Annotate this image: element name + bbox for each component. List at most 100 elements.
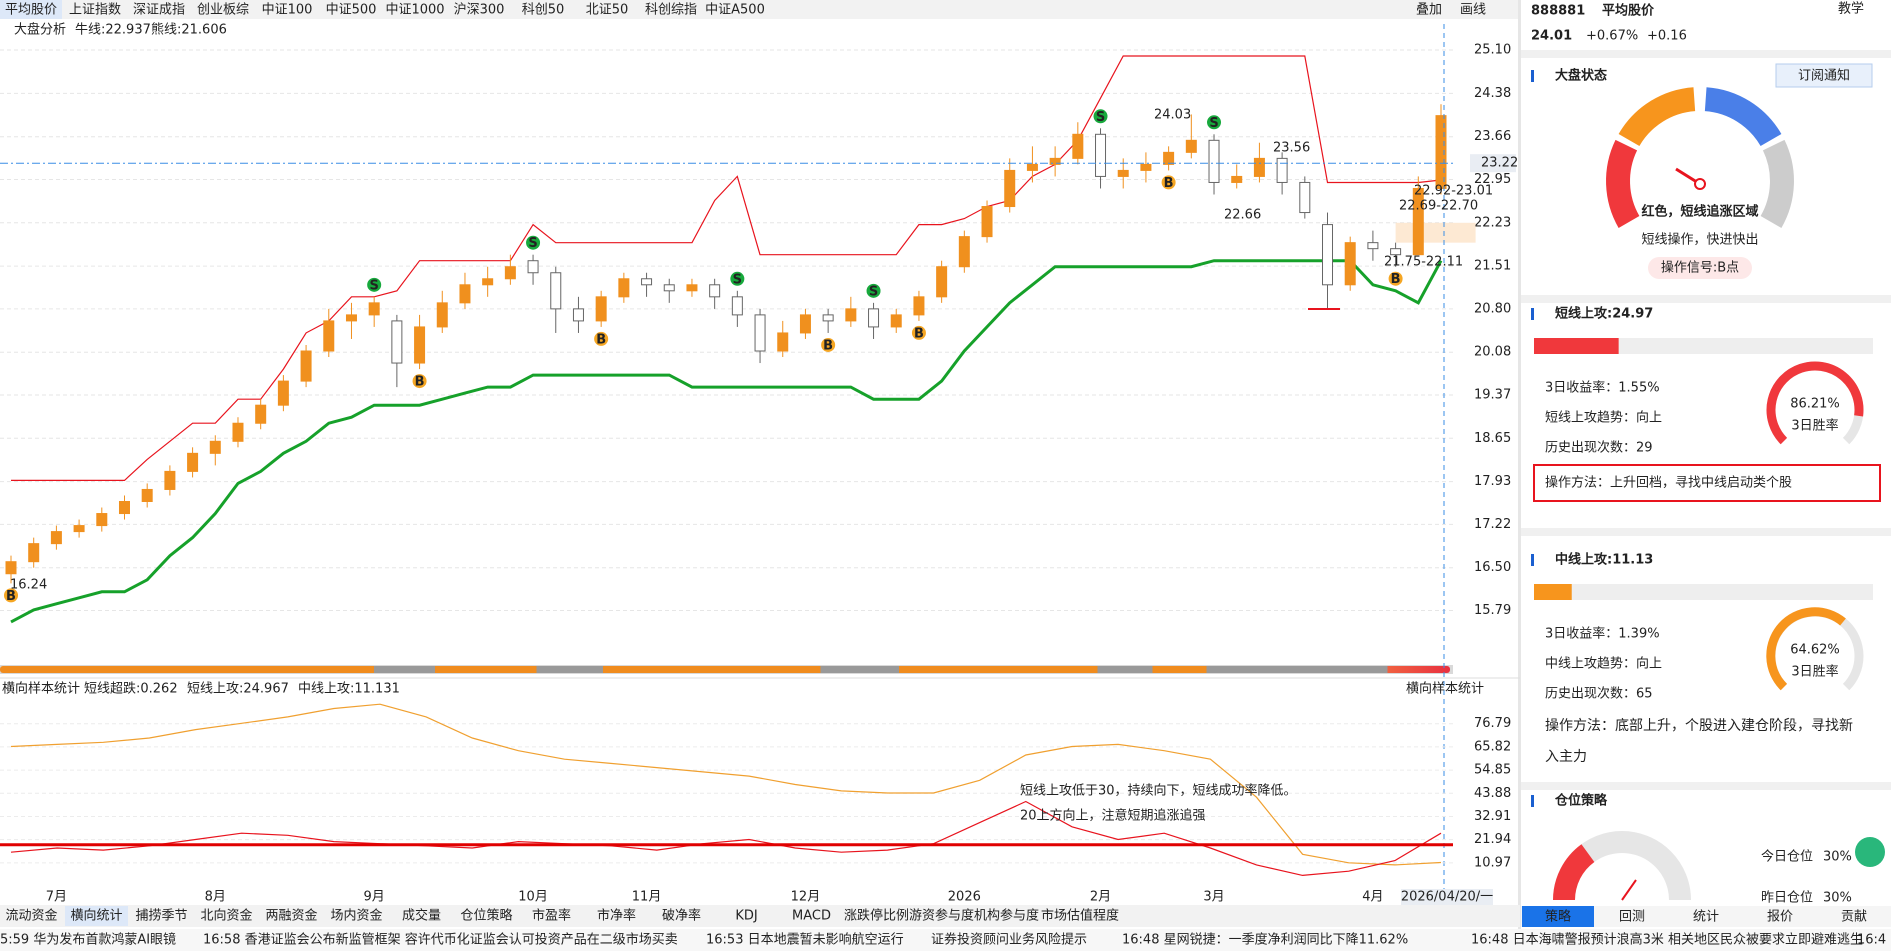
news-item[interactable]: 16:53 日本地震暂未影响航空运行 [706, 932, 904, 948]
tab[interactable]: 两融资金 [265, 908, 317, 924]
tab[interactable]: 流动资金 [5, 908, 57, 924]
news-item[interactable]: 16:48 日本海啸警报预计浪高3米 相关地区民众被要求立即避难逃生 [1471, 932, 1863, 948]
candle-body [141, 488, 153, 502]
subscribe-button-label[interactable]: 订阅通知 [1798, 68, 1850, 84]
signal-label: B [1391, 272, 1401, 287]
stock-code: 888881 [1531, 4, 1585, 19]
signal-badge [866, 283, 881, 298]
signal-badge [1161, 175, 1176, 190]
subscribe-button[interactable] [1775, 63, 1873, 88]
x-tick-label: 8月 [205, 890, 226, 905]
tab[interactable]: 中证500 [326, 3, 377, 18]
tab[interactable]: 市场估值程度 [1041, 908, 1119, 924]
tab[interactable]: 市净率 [597, 908, 636, 924]
legend-entry: 熊线:21.606 [151, 22, 227, 38]
tab[interactable]: 仓位策略 [460, 908, 512, 924]
win-rate-title: 3日胜率 [1791, 664, 1838, 680]
candle-body [482, 278, 494, 286]
tab[interactable]: 破净率 [662, 908, 701, 924]
tab-active[interactable] [1522, 906, 1594, 927]
tab[interactable]: 机构参与度 [974, 908, 1039, 924]
tab[interactable]: 成交量 [402, 908, 441, 924]
news-item[interactable]: 16:4 [1857, 933, 1886, 948]
x-tick-label: 11月 [632, 890, 662, 905]
panel-tab-bar [1521, 906, 1891, 927]
candle-body [1095, 133, 1107, 177]
y-tick-label: 24.38 [1474, 86, 1511, 101]
panel-tab[interactable]: 回测 [1619, 910, 1645, 925]
gauge-segment [1704, 87, 1782, 147]
tab[interactable]: 北证50 [586, 3, 629, 18]
tab[interactable]: 科创50 [522, 3, 565, 18]
tab[interactable]: 中证A500 [705, 3, 765, 18]
tab-active[interactable] [65, 906, 128, 926]
tab[interactable]: 创业板综 [197, 3, 249, 18]
candle-body [936, 266, 948, 298]
tab[interactable]: 场内资金 [330, 908, 382, 924]
candle-body [1163, 151, 1175, 165]
gauge-segment [1606, 139, 1640, 228]
signal-badge [1207, 115, 1222, 130]
panel-tab[interactable]: 统计 [1693, 910, 1719, 925]
tab[interactable]: 上证指数 [69, 3, 121, 18]
tab[interactable]: 深证成指 [133, 3, 185, 18]
y-tick-label: 10.97 [1474, 855, 1511, 870]
tab[interactable]: 中证100 [262, 3, 313, 18]
news-item[interactable]: 16:48 星网锐捷：一季度净利润同比下降11.62% [1122, 932, 1408, 948]
candle-body [527, 260, 539, 274]
section-gap [1521, 782, 1891, 790]
panel-tab[interactable]: 策略 [1545, 909, 1571, 925]
candle-body [663, 284, 675, 292]
signal-label: B [1164, 176, 1174, 191]
x-tick-label: 12月 [791, 890, 821, 905]
tab-active[interactable] [0, 0, 62, 19]
panel-tab[interactable]: 报价 [1767, 910, 1793, 925]
signal-label: B [415, 375, 425, 390]
news-item[interactable]: 16:58 香港证监会公布新监管框架 容许代币化证监会认可投资产品在二级市场买卖 [203, 932, 678, 948]
candle-body [255, 404, 267, 424]
y-tick-label: 19.37 [1474, 387, 1511, 402]
panel-tab[interactable]: 贡献 [1841, 910, 1867, 925]
candle-body [1253, 157, 1265, 177]
signal-badge [367, 277, 382, 292]
toolbar-button[interactable]: 画线 [1460, 3, 1486, 18]
tab[interactable]: 横向统计 [70, 908, 122, 924]
section-title: 大盘状态 [1555, 68, 1607, 84]
tab[interactable]: KDJ [735, 909, 757, 924]
stat: 历史出现次数：29 [1545, 440, 1653, 456]
signal-text: 操作信号:B点 [1661, 260, 1739, 276]
candle-body [1231, 175, 1243, 183]
tab[interactable]: 涨跌停比例 [844, 908, 909, 924]
bull-line [11, 55, 1442, 481]
signal-label: B [914, 326, 924, 341]
method-box [1533, 464, 1881, 502]
tab[interactable]: 沪深300 [454, 2, 505, 18]
chart-title: 横向样本统计 [2, 681, 80, 697]
section-marker [1531, 70, 1534, 82]
annotation: 22.66 [1224, 208, 1261, 223]
position-label: 昨日仓位 [1761, 891, 1813, 906]
candle-body [1299, 181, 1311, 214]
candle-body [1026, 163, 1038, 171]
news-item[interactable]: 证券投资顾问业务风险提示 [931, 932, 1087, 948]
tab[interactable]: 游资参与度 [909, 908, 974, 924]
help-link[interactable]: 教学 [1838, 1, 1864, 17]
assistant-icon[interactable] [1855, 837, 1885, 867]
stat: 历史出现次数：65 [1545, 686, 1653, 702]
tab[interactable]: 北向资金 [200, 908, 252, 924]
signal-label: S [528, 236, 537, 251]
candle-body [641, 278, 653, 286]
tab[interactable]: 平均股价 [5, 3, 57, 18]
y-tick-label: 20.80 [1474, 301, 1511, 316]
x-tick-label: 2026 [948, 890, 981, 905]
tab[interactable]: 中证1000 [385, 3, 444, 18]
candle-body [1435, 115, 1447, 189]
news-item[interactable]: 5:59 华为发布首款鸿蒙AI眼镜 [0, 932, 176, 948]
win-rate-title: 3日胜率 [1791, 418, 1838, 434]
tab[interactable]: 科创综指 [645, 3, 697, 18]
signal-label: S [869, 284, 878, 299]
tab[interactable]: 捕捞季节 [135, 908, 187, 924]
toolbar-button[interactable]: 叠加 [1416, 3, 1442, 18]
tab[interactable]: MACD [792, 909, 831, 924]
tab[interactable]: 市盈率 [532, 908, 571, 924]
